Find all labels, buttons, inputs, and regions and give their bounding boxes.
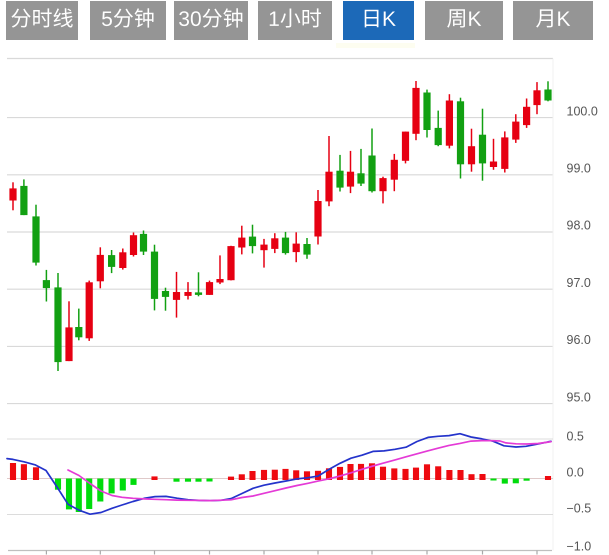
svg-text:97.0: 97.0 <box>567 276 591 290</box>
svg-text:96.0: 96.0 <box>567 333 591 347</box>
svg-text:100.0: 100.0 <box>567 104 598 118</box>
svg-text:99.0: 99.0 <box>567 162 591 176</box>
svg-text:−0.5: −0.5 <box>567 502 592 516</box>
svg-text:0.5: 0.5 <box>567 430 584 444</box>
svg-text:95.0: 95.0 <box>567 390 591 404</box>
svg-text:−1.0: −1.0 <box>567 539 592 553</box>
svg-text:0.0: 0.0 <box>567 466 584 480</box>
svg-text:98.0: 98.0 <box>567 219 591 233</box>
